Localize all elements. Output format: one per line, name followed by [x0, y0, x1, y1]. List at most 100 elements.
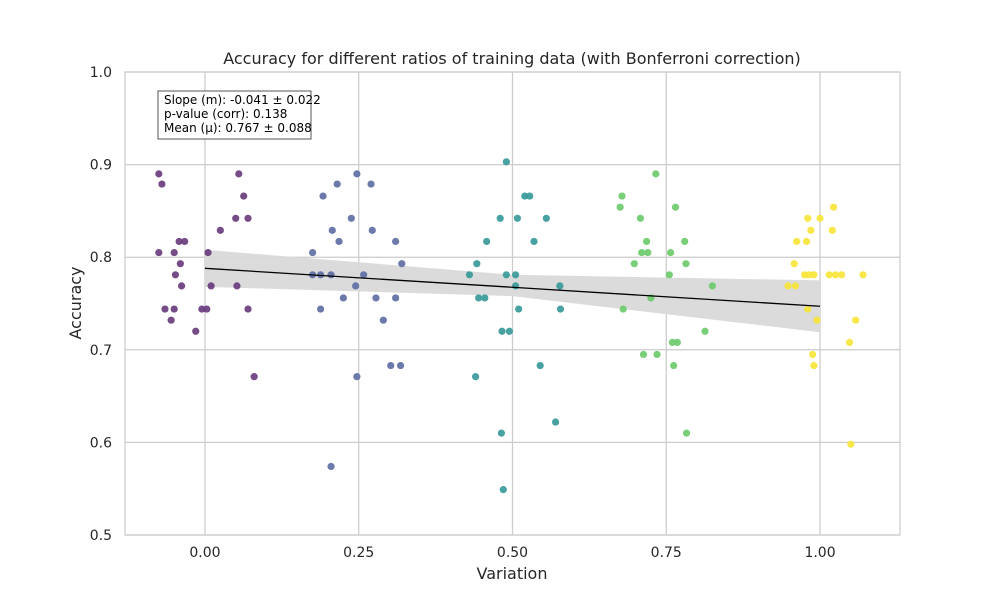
data-point: [644, 248, 652, 257]
x-tick-label: 0.50: [497, 545, 528, 561]
data-point: [367, 180, 375, 188]
data-point: [681, 237, 689, 246]
data-point: [852, 316, 860, 324]
data-point: [207, 282, 215, 290]
y-tick-label: 0.8: [90, 250, 112, 266]
data-point: [551, 418, 560, 426]
data-point: [502, 271, 510, 279]
data-point: [802, 237, 811, 246]
data-point: [791, 282, 800, 290]
data-point: [327, 271, 335, 279]
data-point: [170, 305, 178, 313]
data-point: [396, 361, 405, 370]
plot-frame: [124, 71, 901, 536]
data-point: [671, 203, 680, 211]
data-point: [511, 271, 520, 279]
data-point: [328, 226, 336, 234]
data-point: [521, 192, 529, 200]
data-point: [813, 316, 821, 324]
data-point: [816, 214, 824, 222]
data-point: [387, 361, 395, 370]
data-point: [682, 260, 690, 268]
data-point: [784, 282, 792, 290]
data-point: [333, 180, 341, 188]
x-axis-label: Variation: [477, 564, 548, 583]
data-point: [556, 282, 564, 290]
data-point: [170, 248, 178, 257]
regression-line: [204, 267, 821, 307]
data-point: [526, 192, 534, 200]
data-point: [496, 214, 504, 222]
data-point: [515, 305, 523, 313]
data-point: [232, 214, 240, 222]
annotation-pvalue: p-value (corr): 0.138: [164, 107, 287, 121]
data-point: [616, 203, 624, 211]
data-point: [203, 305, 211, 313]
data-point: [161, 305, 169, 313]
data-point: [327, 462, 335, 471]
data-point: [804, 305, 812, 313]
data-point: [175, 237, 183, 246]
data-point: [316, 305, 325, 313]
annotation-slope: Slope (m): -0.041 ± 0.022: [164, 93, 321, 107]
data-point: [244, 214, 252, 222]
data-point: [847, 440, 855, 448]
data-point: [471, 373, 480, 381]
data-point: [810, 361, 818, 370]
data-point: [392, 294, 400, 302]
chart-title: Accuracy for different ratios of trainin…: [223, 49, 801, 68]
data-point: [335, 237, 343, 246]
data-point: [498, 327, 506, 335]
data-point: [665, 271, 673, 279]
data-point: [216, 226, 224, 234]
data-point: [250, 373, 258, 381]
stats-annotation: Slope (m): -0.041 ± 0.022 p-value (corr)…: [157, 90, 321, 140]
data-point: [235, 170, 243, 178]
annotation-box: [157, 90, 312, 140]
data-point: [790, 260, 798, 268]
data-point: [825, 271, 833, 279]
data-point: [530, 237, 538, 246]
data-point: [319, 192, 327, 200]
data-point: [793, 237, 801, 246]
confidence-band: [204, 249, 821, 333]
data-point: [618, 192, 626, 200]
data-point: [155, 170, 163, 178]
x-tick-label: 0.75: [651, 545, 682, 561]
data-point: [465, 271, 474, 279]
data-point: [339, 294, 347, 302]
data-point: [513, 214, 522, 222]
data-point: [652, 170, 660, 178]
data-point: [653, 350, 661, 359]
data-point: [360, 271, 368, 279]
data-point: [810, 271, 818, 279]
data-point: [536, 361, 544, 370]
data-point: [829, 203, 838, 211]
data-point: [831, 271, 840, 279]
data-point: [804, 214, 812, 222]
data-point: [701, 327, 709, 335]
data-point: [204, 248, 212, 257]
x-tick-label: 0.25: [343, 545, 374, 561]
data-point: [475, 294, 483, 302]
data-point: [670, 361, 678, 370]
data-point: [181, 237, 189, 246]
data-point: [837, 271, 846, 279]
data-point: [805, 271, 813, 279]
data-point: [845, 338, 854, 346]
data-point: [807, 226, 815, 234]
data-point: [352, 282, 360, 290]
data-point: [499, 486, 507, 494]
data-point: [198, 305, 206, 313]
data-point: [392, 237, 400, 246]
confidence-band-layer: [204, 249, 821, 333]
data-point: [368, 226, 376, 234]
points-layer: [155, 158, 867, 494]
x-tick-label: 0.00: [189, 545, 220, 561]
data-point: [673, 338, 681, 346]
data-point: [240, 192, 248, 200]
data-point: [636, 214, 645, 222]
y-tick-label: 0.5: [90, 528, 112, 544]
data-point: [668, 338, 677, 346]
